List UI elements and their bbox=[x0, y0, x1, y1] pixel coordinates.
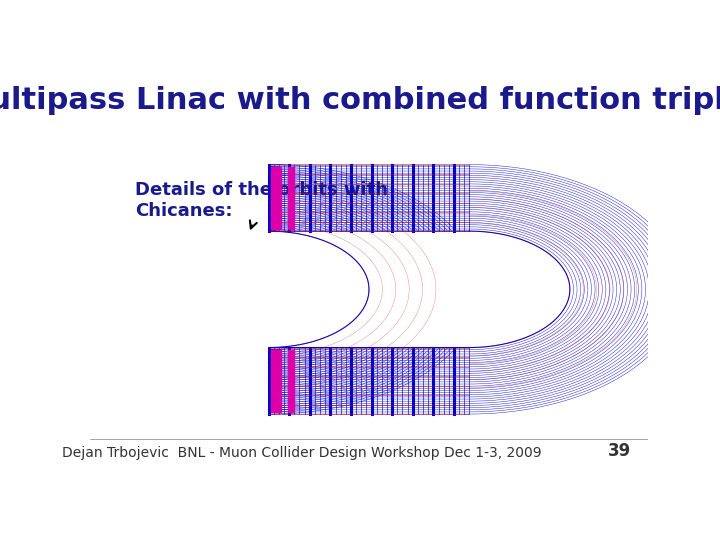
Text: Multipass Linac with combined function triplets: Multipass Linac with combined function t… bbox=[0, 85, 720, 114]
Bar bbox=[288, 349, 294, 412]
Bar bbox=[271, 349, 282, 412]
Polygon shape bbox=[269, 231, 570, 348]
Text: Dejan Trbojevic  BNL - Muon Collider Design Workshop Dec 1-3, 2009: Dejan Trbojevic BNL - Muon Collider Desi… bbox=[62, 446, 542, 460]
Bar bbox=[288, 167, 294, 229]
Text: 39: 39 bbox=[608, 442, 631, 460]
Bar bbox=[271, 167, 282, 229]
Text: Details of the orbits with
Chicanes:: Details of the orbits with Chicanes: bbox=[135, 181, 387, 228]
